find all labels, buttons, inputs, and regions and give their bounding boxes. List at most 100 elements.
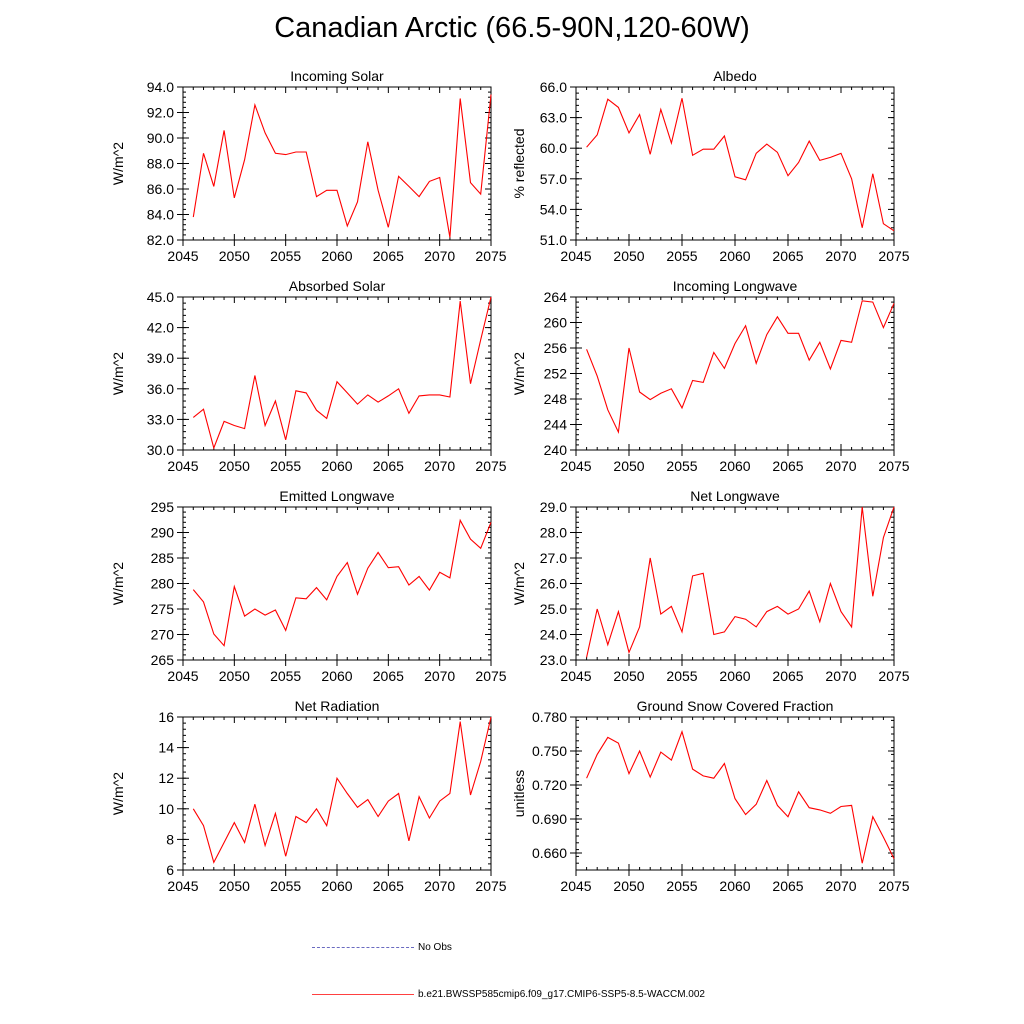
plot-frame (575, 296, 895, 451)
y-tick-label: 295 (151, 499, 175, 515)
y-axis-label: unitless (511, 770, 527, 817)
series-line (586, 506, 895, 658)
x-tick-label: 2075 (475, 248, 506, 264)
y-tick-label: 14 (158, 740, 174, 756)
y-tick-label: 240 (544, 442, 568, 458)
series-line (586, 98, 895, 232)
y-tick-label: 252 (544, 366, 568, 382)
legend-obs-entry: No Obs (312, 942, 452, 953)
plot-frame (575, 506, 895, 661)
x-tick-label: 2045 (167, 668, 198, 684)
y-tick-label: 30.0 (147, 442, 174, 458)
x-tick-label: 2060 (719, 668, 750, 684)
x-tick-label: 2050 (219, 668, 250, 684)
series-line (192, 716, 492, 864)
x-tick-label: 2070 (424, 248, 455, 264)
plot-frame (182, 716, 492, 871)
y-tick-label: 8 (166, 831, 174, 847)
chart-panel-2: Albedo 2045 2050 2055 2060 2065 2070 2075 51.0 54… (511, 68, 910, 264)
y-tick-label: 36.0 (147, 381, 174, 397)
panel-title: Net Radiation (295, 698, 380, 714)
x-tick-label: 2065 (772, 668, 803, 684)
y-tick-label: 39.0 (147, 350, 174, 366)
y-tick-label: 54.0 (540, 201, 567, 217)
y-axis-label: W/m^2 (511, 562, 527, 605)
y-tick-label: 270 (151, 627, 175, 643)
y-axis-label: % reflected (511, 128, 527, 198)
x-tick-label: 2060 (321, 248, 352, 264)
plot-frame (182, 296, 492, 451)
x-tick-label: 2075 (475, 668, 506, 684)
y-tick-label: 25.0 (540, 601, 567, 617)
x-tick-label: 2055 (270, 248, 301, 264)
y-tick-label: 92.0 (147, 105, 174, 121)
y-tick-label: 12 (158, 770, 174, 786)
x-tick-label: 2050 (613, 248, 644, 264)
x-tick-label: 2065 (373, 248, 404, 264)
y-tick-label: 285 (151, 550, 175, 566)
y-tick-label: 10 (158, 801, 174, 817)
x-tick-label: 2070 (825, 458, 856, 474)
y-tick-label: 248 (544, 391, 568, 407)
x-tick-label: 2065 (772, 248, 803, 264)
chart-panel-6: Net Longwave 2045 2050 2055 2060 2065 2070 2075… (511, 488, 910, 684)
chart-panel-8: Ground Snow Covered Fraction 2045 2050 2055… (511, 698, 910, 894)
x-tick-label: 2060 (719, 878, 750, 894)
series-line (586, 729, 895, 864)
panel-title: Net Longwave (690, 488, 780, 504)
series-line (192, 296, 492, 450)
x-tick-label: 2065 (373, 878, 404, 894)
panel-title: Incoming Solar (290, 68, 384, 84)
y-tick-label: 0.780 (532, 709, 567, 725)
y-tick-label: 66.0 (540, 79, 567, 95)
x-tick-label: 2060 (719, 248, 750, 264)
x-tick-label: 2050 (219, 878, 250, 894)
y-tick-label: 0.750 (532, 743, 567, 759)
y-tick-label: 42.0 (147, 320, 174, 336)
x-tick-label: 2050 (613, 458, 644, 474)
y-axis-label: W/m^2 (110, 142, 126, 185)
x-tick-label: 2060 (321, 458, 352, 474)
x-tick-label: 2065 (772, 878, 803, 894)
y-tick-label: 28.0 (540, 525, 567, 541)
y-tick-label: 256 (544, 340, 568, 356)
y-tick-label: 0.660 (532, 845, 567, 861)
plot-frame (182, 506, 492, 661)
y-tick-label: 260 (544, 315, 568, 331)
y-tick-label: 94.0 (147, 79, 174, 95)
y-tick-label: 84.0 (147, 207, 174, 223)
legend-obs-label: No Obs (418, 942, 452, 953)
panel-title: Absorbed Solar (289, 278, 386, 294)
x-tick-label: 2070 (424, 458, 455, 474)
x-tick-label: 2075 (475, 878, 506, 894)
x-tick-label: 2070 (825, 668, 856, 684)
x-tick-label: 2045 (167, 878, 198, 894)
figure-title: Canadian Arctic (66.5-90N,120-60W) (274, 12, 750, 44)
panel-title: Ground Snow Covered Fraction (637, 698, 834, 714)
x-tick-label: 2060 (321, 878, 352, 894)
legend-model-entry: b.e21.BWSSP585cmip6.f09_g17.CMIP6-SSP5-8… (312, 989, 705, 1000)
y-axis-label: W/m^2 (110, 562, 126, 605)
series-line (192, 518, 492, 647)
chart-panel-5: Emitted Longwave 2045 2050 2055 2060 2065 2070… (110, 488, 507, 684)
y-tick-label: 82.0 (147, 232, 174, 248)
y-axis-label: W/m^2 (110, 352, 126, 395)
y-tick-label: 57.0 (540, 171, 567, 187)
y-tick-label: 16 (158, 709, 174, 725)
legend-model-swatch (312, 993, 414, 995)
series-line (586, 300, 895, 435)
x-tick-label: 2045 (560, 248, 591, 264)
y-tick-label: 63.0 (540, 110, 567, 126)
x-tick-label: 2070 (825, 248, 856, 264)
chart-panel-3: Absorbed Solar 2045 2050 2055 2060 2065 2070 20… (110, 278, 507, 474)
x-tick-label: 2055 (270, 878, 301, 894)
x-tick-label: 2045 (167, 248, 198, 264)
x-tick-label: 2075 (878, 458, 909, 474)
panel-title: Incoming Longwave (673, 278, 798, 294)
chart-panel-7: Net Radiation 2045 2050 2055 2060 2065 2070 207… (110, 698, 507, 894)
y-tick-label: 27.0 (540, 550, 567, 566)
x-tick-label: 2060 (719, 458, 750, 474)
x-tick-label: 2055 (666, 878, 697, 894)
y-tick-label: 29.0 (540, 499, 567, 515)
